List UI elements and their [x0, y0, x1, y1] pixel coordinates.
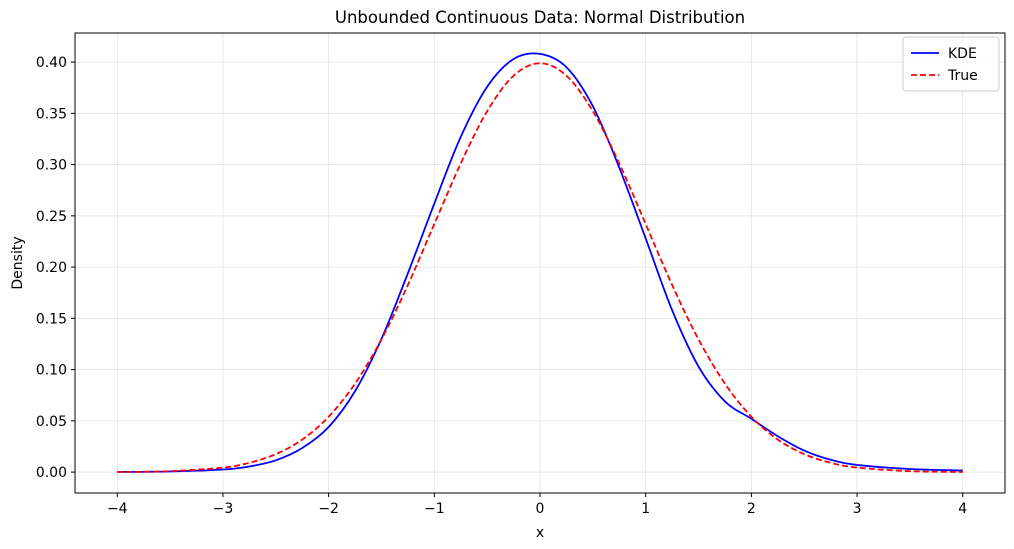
legend-label-true: True — [947, 68, 978, 84]
x-tick-label: −1 — [424, 501, 445, 517]
x-tick-label: 0 — [536, 501, 545, 517]
series-line-kde — [117, 52, 963, 473]
y-tick-label: 0.05 — [36, 414, 67, 430]
x-tick-label: 1 — [641, 501, 650, 517]
y-axis-label: Density — [10, 236, 26, 289]
x-tick-label: 4 — [958, 501, 967, 517]
legend: KDE True — [902, 36, 1000, 92]
series-line-true — [117, 62, 963, 473]
grid — [75, 33, 1005, 493]
y-tick-label: 0.00 — [36, 465, 67, 481]
y-tick-label: 0.10 — [36, 363, 67, 379]
x-tick-label: −2 — [318, 501, 339, 517]
x-axis-ticks: −4 −3 −2 −1 0 1 2 3 4 — [107, 493, 967, 517]
x-tick-label: −4 — [107, 501, 128, 517]
x-tick-label: −3 — [213, 501, 234, 517]
y-tick-label: 0.20 — [36, 260, 67, 276]
series-layer — [117, 52, 963, 473]
legend-label-kde: KDE — [948, 46, 977, 62]
y-tick-label: 0.25 — [36, 209, 67, 225]
x-axis-label: x — [536, 525, 544, 541]
y-tick-label: 0.40 — [36, 55, 67, 71]
x-tick-label: 2 — [747, 501, 756, 517]
legend-box — [902, 36, 1000, 92]
y-tick-label: 0.15 — [36, 311, 67, 327]
chart-title: Unbounded Continuous Data: Normal Distri… — [335, 8, 745, 27]
x-tick-label: 3 — [853, 501, 862, 517]
y-tick-label: 0.35 — [36, 106, 67, 122]
y-axis-ticks: 0.00 0.05 0.10 0.15 0.20 0.25 0.30 0.35 0.40 — [36, 55, 75, 481]
y-tick-label: 0.30 — [36, 158, 67, 174]
